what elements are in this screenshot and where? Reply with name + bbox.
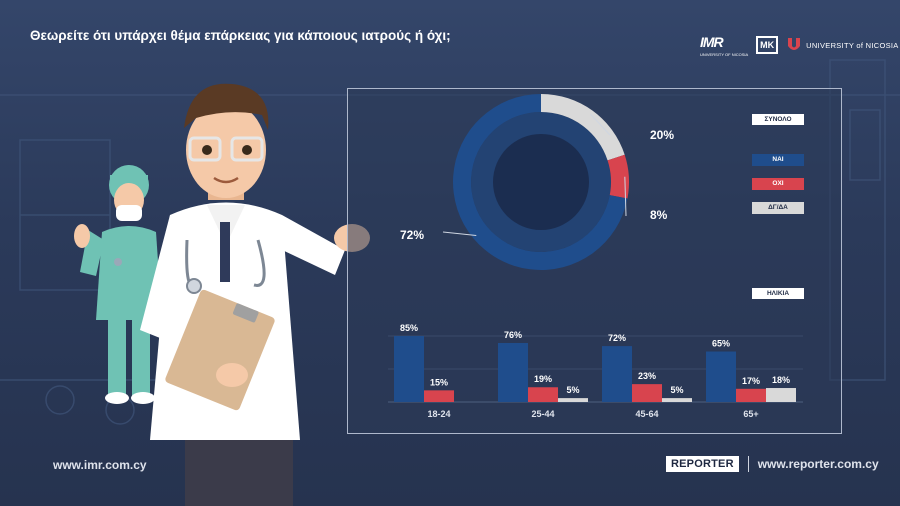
imr-logo-text: IMR (700, 33, 724, 50)
reporter-website[interactable]: www.reporter.com.cy (757, 457, 879, 471)
donut-slice-2 (541, 94, 625, 161)
page-title: Θεωρείτε ότι υπάρχει θέμα επάρκειας για … (30, 28, 451, 43)
reporter-logo: REPORTER (666, 456, 739, 472)
bar-2-0 (602, 346, 632, 402)
bar-2-2 (662, 398, 692, 402)
chart-panel: 72% 8% 20% 85% 15% 18-24 76% 19% 5% 25-44 72% 23% 5… (347, 88, 842, 434)
bar-label-1-0: 76% (504, 330, 522, 340)
bar-category-1: 25-44 (531, 409, 554, 419)
logos: IMR UNIVERSITY OF NICOSIA ΜΚ UNIVERSITY … (700, 34, 899, 57)
donut-label-1: 8% (650, 208, 668, 222)
bar-chart: 85% 15% 18-24 76% 19% 5% 25-44 72% 23% 5% 45-64 65%… (388, 323, 803, 419)
donut-chart: 72% 8% 20% (400, 93, 674, 270)
legend-item-2: ΔΓ/ΔΑ (752, 202, 804, 214)
bar-0-0 (394, 336, 424, 402)
bar-2-1 (632, 384, 662, 402)
legend-item-1: ΟΧΙ (752, 178, 804, 190)
imr-logo: IMR UNIVERSITY OF NICOSIA (700, 34, 748, 57)
donut-leader-1 (624, 176, 627, 217)
bar-label-2-2: 5% (670, 385, 683, 395)
footer-separator (747, 456, 749, 472)
university-logo: UNIVERSITY of NICOSIA (786, 37, 898, 53)
bar-label-2-0: 72% (608, 333, 626, 343)
bar-category-0: 18-24 (427, 409, 450, 419)
bar-label-0-0: 85% (400, 323, 418, 333)
bar-1-2 (558, 398, 588, 402)
bar-category-3: 65+ (743, 409, 758, 419)
bar-1-1 (528, 387, 558, 402)
footer-reporter: REPORTER www.reporter.com.cy (666, 456, 879, 472)
bar-label-3-1: 17% (742, 376, 760, 386)
imr-logo-subtext: UNIVERSITY OF NICOSIA (700, 51, 749, 57)
bar-3-1 (736, 388, 766, 402)
box-logo: ΜΚ (756, 36, 779, 54)
bar-label-2-1: 23% (638, 371, 656, 381)
donut-center (493, 134, 589, 230)
chart-canvas: 72% 8% 20% 85% 15% 18-24 76% 19% 5% 25-44 72% 23% 5… (388, 93, 803, 419)
age-tag: ΗΛΙΚΙΑ (752, 288, 804, 299)
bar-3-0 (706, 351, 736, 402)
bar-label-3-2: 18% (772, 375, 790, 385)
donut-slice-1 (607, 154, 629, 199)
bar-label-3-0: 65% (712, 339, 730, 349)
donut-leader-0 (442, 231, 477, 237)
bar-3-2 (766, 388, 796, 402)
bar-label-0-1: 15% (430, 377, 448, 387)
bar-category-2: 45-64 (635, 409, 658, 419)
legend-item-0: ΝΑΙ (752, 154, 804, 166)
nurse-illustration (74, 165, 162, 404)
donut-label-2: 20% (650, 128, 674, 142)
doctor-illustration (140, 83, 370, 506)
bar-1-0 (498, 342, 528, 402)
bar-0-1 (424, 390, 454, 402)
university-shield-icon (788, 38, 801, 50)
total-tag: ΣΥΝΟΛΟ (752, 114, 804, 125)
imr-website[interactable]: www.imr.com.cy (53, 458, 147, 472)
donut-label-0: 72% (400, 228, 424, 242)
bar-label-1-1: 19% (534, 374, 552, 384)
bar-label-1-2: 5% (566, 385, 579, 395)
donut-leader-2 (590, 113, 611, 136)
university-logo-text: UNIVERSITY of NICOSIA (806, 40, 899, 50)
